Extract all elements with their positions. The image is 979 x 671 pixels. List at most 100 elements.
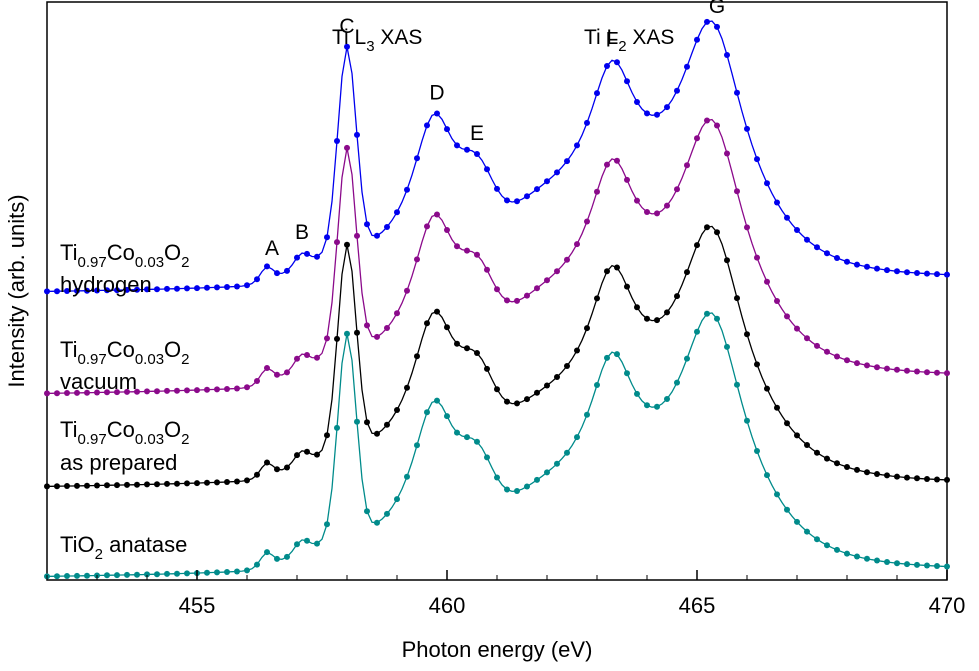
data-point: [814, 342, 820, 349]
data-point: [764, 472, 770, 479]
data-point: [654, 111, 660, 118]
data-point: [454, 340, 460, 347]
data-point: [494, 386, 500, 393]
data-point: [694, 36, 700, 43]
data-point: [304, 537, 310, 544]
data-point: [734, 295, 740, 302]
data-point: [204, 569, 210, 576]
data-point: [484, 266, 490, 273]
data-point: [594, 382, 600, 388]
data-point: [374, 519, 380, 526]
data-point: [314, 540, 320, 547]
data-point: [734, 89, 740, 96]
data-point: [854, 466, 860, 473]
data-point: [684, 269, 690, 276]
data-point: [524, 193, 530, 200]
data-point: [54, 483, 60, 490]
data-point: [464, 247, 470, 254]
data-point: [614, 264, 620, 271]
svg-text:as prepared: as prepared: [60, 450, 177, 475]
data-point: [174, 285, 180, 292]
series-anatase: [44, 310, 950, 580]
header-ti-l3: Ti L3 XAS: [332, 26, 422, 55]
data-point: [534, 285, 540, 292]
data-point: [114, 482, 120, 489]
svg-text:vacuum: vacuum: [60, 369, 137, 394]
peak-label-c: C: [339, 15, 354, 38]
data-point: [84, 482, 90, 489]
data-point: [424, 409, 430, 416]
data-point: [864, 555, 870, 562]
data-point: [284, 553, 290, 560]
data-point: [154, 571, 160, 578]
data-point: [574, 347, 580, 354]
data-point: [494, 185, 500, 192]
data-point: [234, 478, 240, 485]
data-point: [164, 387, 170, 394]
data-point: [584, 218, 590, 225]
header-ti-l2: Ti L2 XAS: [584, 26, 674, 55]
data-point: [214, 386, 220, 393]
peak-label-a: A: [265, 237, 279, 260]
x-tick-label: 460: [429, 593, 466, 618]
data-point: [794, 432, 800, 439]
data-point: [44, 390, 50, 397]
data-point: [364, 419, 370, 426]
data-point: [474, 438, 480, 445]
data-point: [854, 261, 860, 268]
svg-text:TiO2 anatase: TiO2 anatase: [60, 532, 187, 563]
data-point: [434, 308, 440, 315]
data-point: [764, 385, 770, 392]
data-point: [564, 158, 570, 165]
data-point: [604, 354, 610, 361]
data-point: [304, 250, 310, 257]
data-point: [314, 451, 320, 458]
peak-label-d: D: [429, 82, 444, 105]
peak-label-g: G: [709, 0, 725, 18]
data-point: [694, 328, 700, 335]
data-point: [144, 481, 150, 488]
data-point: [754, 156, 760, 163]
data-point: [84, 287, 90, 294]
data-point: [644, 110, 650, 117]
data-point: [644, 315, 650, 322]
data-point: [614, 157, 620, 164]
data-point: [144, 571, 150, 578]
data-point: [464, 345, 470, 352]
data-point: [524, 396, 530, 403]
data-point: [344, 144, 350, 151]
data-point: [274, 466, 280, 473]
data-point: [164, 570, 170, 577]
data-point: [154, 286, 160, 293]
data-point: [664, 309, 670, 316]
data-point: [424, 122, 430, 129]
data-point: [794, 518, 800, 525]
data-point: [694, 135, 700, 142]
data-point: [844, 357, 850, 364]
x-axis: 455 460 465 470: [46, 570, 966, 618]
data-point: [564, 256, 570, 263]
data-point: [364, 508, 370, 515]
data-point: [844, 464, 850, 470]
data-point: [164, 285, 170, 292]
data-point: [214, 479, 220, 486]
data-point: [664, 202, 670, 209]
data-point: [804, 236, 810, 243]
data-point: [914, 475, 920, 482]
data-point: [784, 506, 790, 513]
x-tick-label: 470: [929, 593, 966, 618]
series-vacuum: [44, 117, 950, 397]
data-point: [814, 449, 820, 456]
data-point: [654, 210, 660, 217]
data-point: [384, 421, 390, 428]
data-point: [264, 365, 270, 371]
data-point: [934, 369, 940, 376]
data-point: [504, 297, 510, 304]
data-point: [894, 366, 900, 373]
data-point: [764, 278, 770, 285]
data-point: [674, 379, 680, 386]
data-point: [494, 474, 500, 481]
data-point: [584, 325, 590, 332]
data-point: [714, 122, 720, 129]
data-point: [604, 161, 610, 168]
